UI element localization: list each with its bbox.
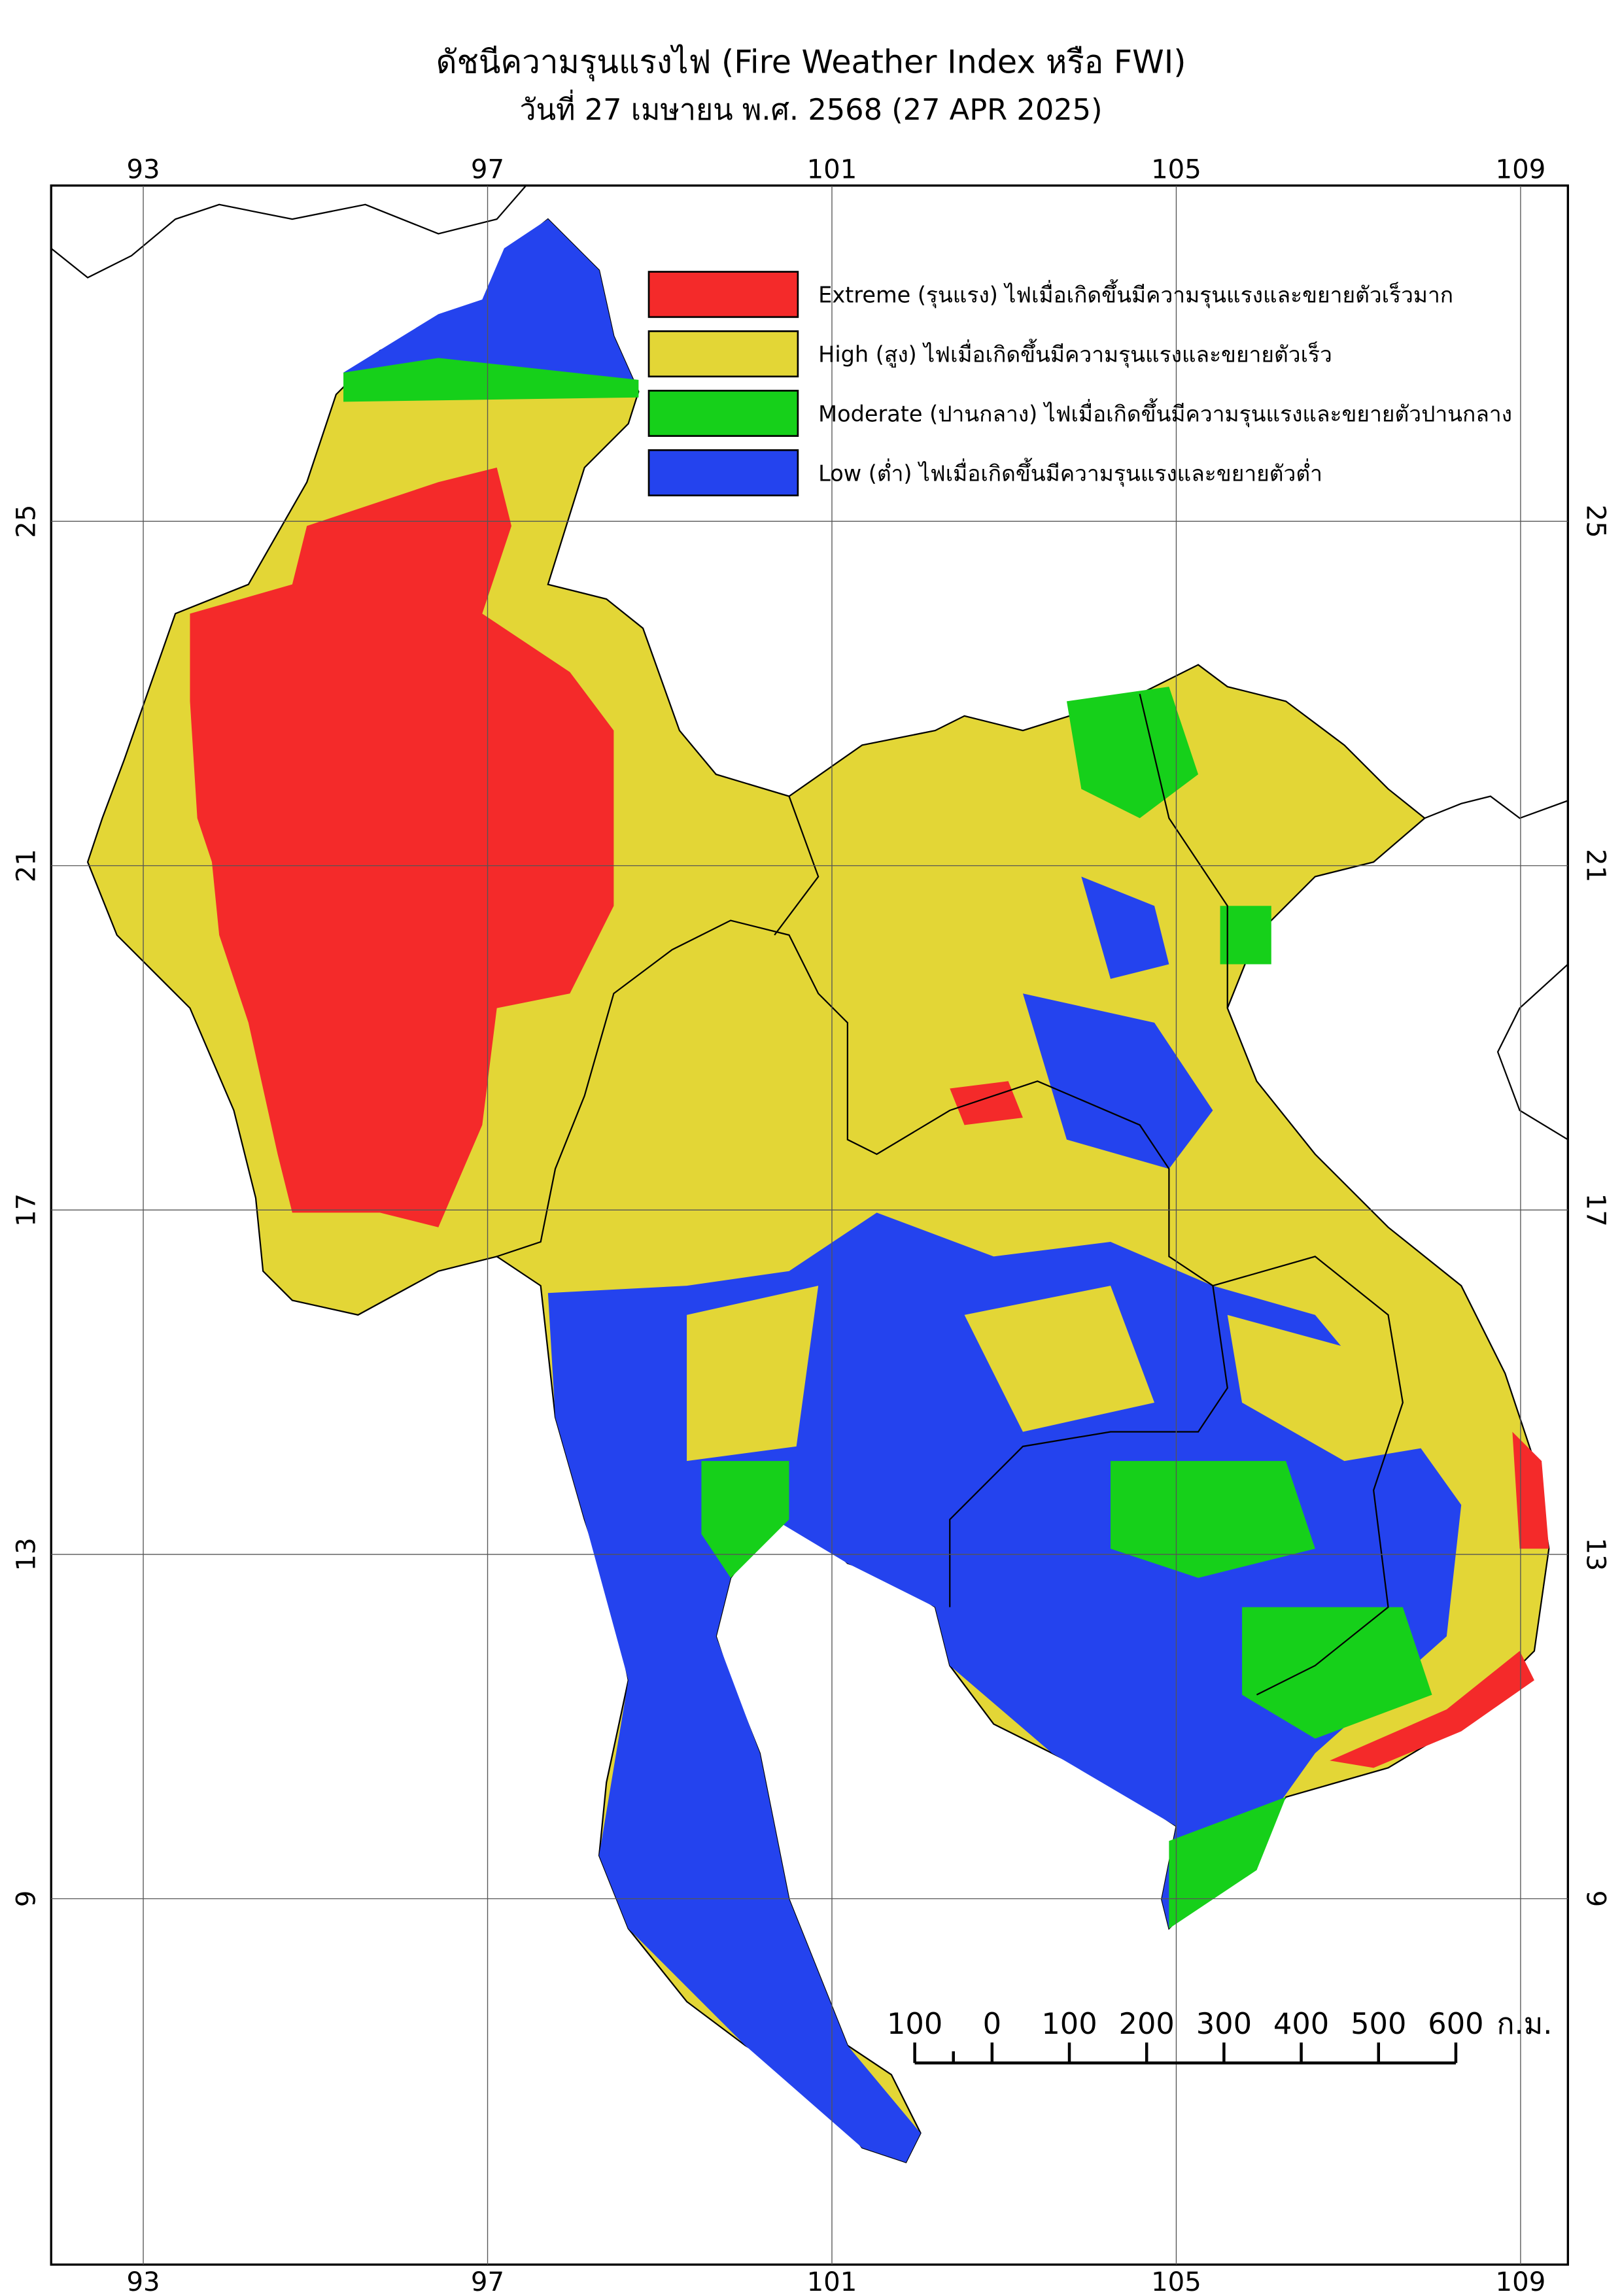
land-moderate (701, 1461, 789, 1578)
lat-tick-label: 21 (1580, 849, 1610, 882)
coast (1424, 795, 1568, 819)
lat-tick-label: 17 (12, 1193, 42, 1227)
scale-label: 400 (1273, 2007, 1329, 2041)
lat-tick-label: 9 (1580, 1891, 1610, 1908)
land-low (1081, 876, 1169, 979)
scale-label: 0 (983, 2007, 1001, 2041)
land-moderate (1242, 1607, 1432, 1739)
land-high (687, 1286, 819, 1462)
map-frame (50, 184, 1569, 2266)
legend-label: Moderate (ปานกลาง) ไฟเมื่อเกิดขึ้นมีความ… (818, 398, 1512, 427)
land-low (1022, 993, 1213, 1169)
lon-tick-label: 105 (1151, 155, 1201, 185)
land-low (547, 1212, 1462, 2163)
land-extreme (190, 467, 614, 1227)
land-high (964, 1286, 1155, 1432)
title: ดัชนีความรุนแรงไฟ (Fire Weather Index หร… (436, 43, 1186, 82)
land-high (1227, 1314, 1432, 1462)
scale-label: 200 (1119, 2007, 1175, 2041)
lon-tick-label: 93 (126, 155, 160, 185)
scale-unit: ก.ม. (1496, 2007, 1552, 2041)
lat-tick-label: 13 (1580, 1537, 1610, 1571)
lon-tick-label: 97 (471, 155, 504, 185)
land-moderate (343, 358, 639, 402)
legend-swatch (647, 330, 799, 378)
land-moderate (1220, 906, 1271, 965)
legend-label: High (สูง) ไฟเมื่อเกิดขึ้นมีความรุนแรงแล… (818, 338, 1332, 368)
lon-tick-label: 97 (471, 2267, 504, 2293)
scale-label: 500 (1351, 2007, 1406, 2041)
scale-label: 600 (1428, 2007, 1483, 2041)
lat-tick-label: 17 (1580, 1193, 1610, 1227)
lon-tick-label: 101 (807, 155, 857, 185)
lon-tick-label: 101 (807, 2267, 857, 2293)
lat-tick-label: 21 (12, 849, 42, 882)
scale-label: 300 (1196, 2007, 1252, 2041)
land-low (343, 219, 639, 395)
legend-swatch (647, 271, 799, 318)
land-moderate (1066, 687, 1199, 819)
border (496, 919, 1228, 1607)
land-extreme (1512, 1431, 1549, 1549)
land-moderate (1111, 1461, 1315, 1578)
lon-tick-label: 105 (1151, 2267, 1201, 2293)
border (774, 693, 1404, 1696)
lat-tick-label: 25 (12, 505, 42, 538)
legend-label: Extreme (รุนแรง) ไฟเมื่อเกิดขึ้นมีความรุ… (818, 279, 1453, 308)
border (51, 185, 527, 279)
lat-tick-label: 13 (12, 1537, 42, 1571)
coast (1496, 963, 1568, 1140)
scale-label: 100 (1041, 2007, 1097, 2041)
legend-swatch (647, 449, 799, 496)
scale-label: 100 (887, 2007, 942, 2041)
legend-label: Low (ต่ำ) ไฟเมื่อเกิดขึ้นมีความรุนแรงและ… (818, 457, 1322, 487)
lon-tick-label: 93 (126, 2267, 160, 2293)
lon-tick-label: 109 (1496, 155, 1546, 185)
lon-tick-label: 109 (1496, 2267, 1546, 2293)
subtitle: วันที่ 27 เมษายน พ.ศ. 2568 (27 APR 2025) (519, 90, 1102, 127)
legend-swatch (647, 390, 799, 437)
land (51, 185, 1568, 2163)
lat-tick-label: 25 (1580, 505, 1610, 538)
lat-tick-label: 9 (12, 1891, 42, 1908)
